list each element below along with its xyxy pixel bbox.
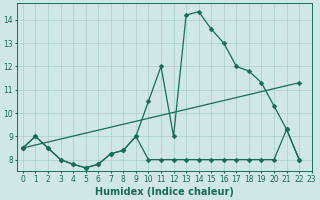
X-axis label: Humidex (Indice chaleur): Humidex (Indice chaleur) (95, 187, 234, 197)
